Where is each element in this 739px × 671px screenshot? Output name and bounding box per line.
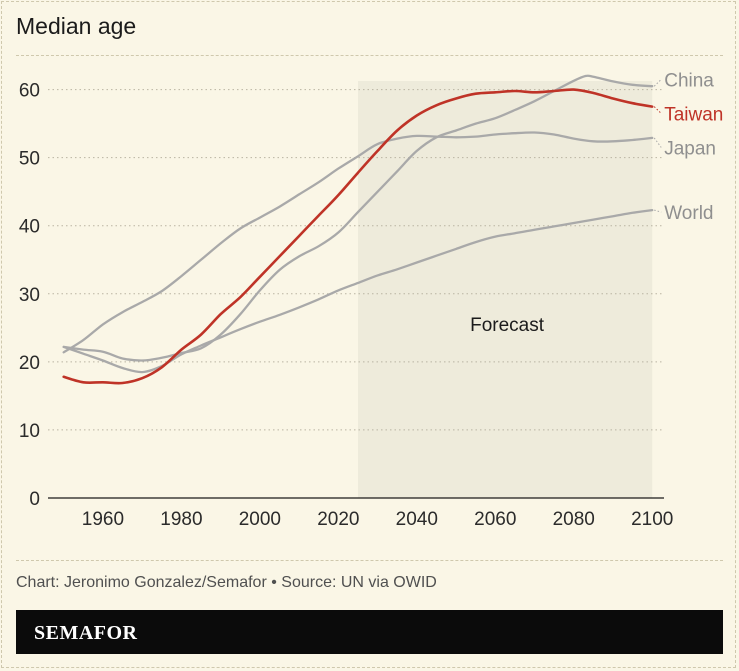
y-tick-label: 10 xyxy=(19,421,40,442)
x-tick-label: 2000 xyxy=(239,509,281,530)
brand-bar: SEMAFOR xyxy=(16,610,723,654)
footer-divider xyxy=(16,560,723,561)
forecast-band xyxy=(357,81,653,498)
series-leader-world xyxy=(654,209,662,213)
source-note: Chart: Jeronimo Gonzalez/Semafor • Sourc… xyxy=(16,574,437,591)
y-tick-label: 40 xyxy=(19,217,40,238)
series-label-world: World xyxy=(664,203,713,224)
title-divider xyxy=(16,55,723,56)
forecast-label: Forecast xyxy=(470,315,545,336)
y-tick-label: 20 xyxy=(19,353,40,374)
series-leader-japan xyxy=(653,137,662,148)
x-tick-label: 2080 xyxy=(553,509,595,530)
x-tick-label: 2100 xyxy=(631,509,673,530)
line-chart: 0 10 20 30 40 50 60 1960 1980 2000 2020 2040 2060 208… xyxy=(19,70,724,530)
x-tick-label: 2040 xyxy=(396,509,438,530)
series-leader-taiwan xyxy=(653,106,662,114)
y-tick-label: 0 xyxy=(29,489,40,510)
chart-title: Median age xyxy=(16,13,137,39)
x-tick-label: 2020 xyxy=(317,509,359,530)
series-line-japan xyxy=(62,131,654,354)
x-tick-label: 1980 xyxy=(160,509,202,530)
series-label-china: China xyxy=(664,70,714,91)
y-tick-label: 60 xyxy=(19,81,40,102)
brand-logo: SEMAFOR xyxy=(34,622,138,644)
series-leader-china xyxy=(653,79,662,87)
series-label-japan: Japan xyxy=(664,138,716,159)
y-tick-label: 30 xyxy=(19,285,40,306)
series-line-taiwan xyxy=(62,88,654,385)
x-tick-label: 1960 xyxy=(82,509,124,530)
x-tick-label: 2060 xyxy=(474,509,516,530)
series-label-taiwan: Taiwan xyxy=(664,104,723,125)
y-tick-label: 50 xyxy=(19,149,40,170)
series-line-china xyxy=(62,74,654,362)
